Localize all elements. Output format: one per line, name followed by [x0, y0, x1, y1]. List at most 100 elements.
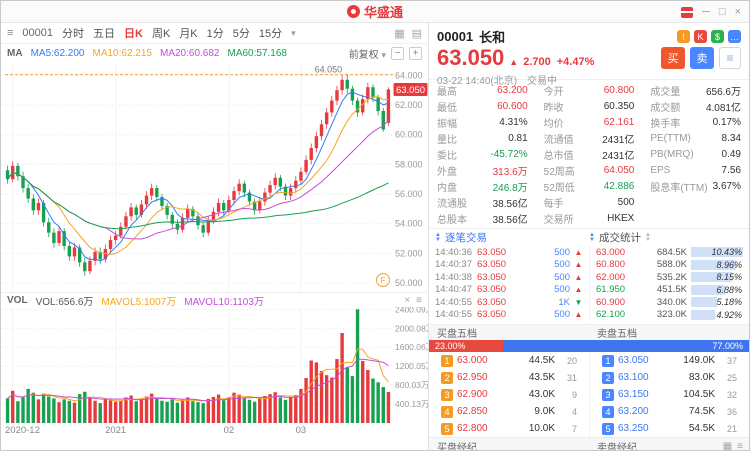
depth-row-ask[interactable]: 163.050149.0K37: [596, 352, 743, 369]
x-axis-label: 02: [224, 425, 235, 436]
broker-view-icons: ▦ ≡: [723, 441, 743, 451]
level-size: 44.5K: [499, 355, 555, 366]
stat-cell: 52周高64.050: [536, 162, 643, 178]
depth-row-ask[interactable]: 563.25054.5K21: [596, 420, 743, 437]
depth-row-ask[interactable]: 463.20074.5K36: [596, 403, 743, 420]
dist-volume: 340.0K: [632, 297, 687, 308]
volume-header: VOL VOL:656.6万 MAVOL5:1007万 MAVOL10:1103…: [1, 292, 428, 307]
adjust-dropdown[interactable]: 前复权 ▾: [349, 46, 386, 61]
minimize-button[interactable]: ─: [702, 1, 710, 23]
depth-row-ask[interactable]: 263.10083.0K25: [596, 369, 743, 386]
dist-row: 61.950451.5K6.88%: [596, 284, 743, 297]
kline-icon[interactable]: K: [694, 30, 707, 43]
tab-trade-stats[interactable]: 成交统计: [599, 230, 641, 245]
up-arrow-icon: ▲: [574, 310, 583, 319]
period-tab[interactable]: 日K: [124, 25, 143, 41]
svg-text:800.03万: 800.03万: [395, 380, 428, 390]
period-tab[interactable]: 1分: [207, 25, 224, 41]
tab-tick-trades[interactable]: 逐笔交易: [445, 230, 487, 245]
level-badge: 4: [441, 406, 453, 418]
x-axis: 2020-1220210203: [1, 423, 428, 439]
tick-volume: 500: [513, 272, 574, 283]
period-tab[interactable]: 月K: [179, 25, 197, 41]
level-broker-count: 7: [559, 424, 577, 434]
trade-buttons: 买 卖 ≡: [661, 47, 741, 69]
stat-value: 4.081亿: [706, 99, 741, 114]
candlestick-chart[interactable]: 64.00062.00060.00058.00056.00054.00052.0…: [1, 62, 428, 292]
depth-row-bid[interactable]: 163.00044.5K20: [435, 352, 583, 369]
level-size: 43.0K: [499, 389, 555, 400]
period-tab[interactable]: 周K: [152, 25, 170, 41]
alert-icon[interactable]: !: [677, 30, 690, 43]
zoom-in-icon[interactable]: +: [409, 47, 422, 60]
tick-time: 14:40:37: [435, 259, 477, 270]
vol-settings-icon[interactable]: ≡: [416, 295, 422, 306]
stat-label: 流通值: [544, 131, 574, 146]
menu-icon[interactable]: ≡: [7, 27, 13, 39]
stat-label: 委比: [437, 147, 457, 162]
svg-text:56.000: 56.000: [395, 189, 423, 199]
close-button[interactable]: ×: [735, 1, 741, 23]
period-more-dropdown[interactable]: ▾: [291, 28, 296, 39]
stat-value: 2431亿: [602, 131, 634, 146]
stat-cell: 股息率(TTM)3.67%: [642, 178, 749, 194]
sell-button[interactable]: 卖: [690, 47, 714, 69]
depth-row-bid[interactable]: 362.90043.0K9: [435, 386, 583, 403]
zoom-out-icon[interactable]: −: [391, 47, 404, 60]
volume-chart[interactable]: 2400.09万2000.08万1600.06万1200.05万800.03万4…: [1, 307, 428, 423]
order-panel-icon[interactable]: ≡: [719, 47, 741, 69]
period-tab[interactable]: 15分: [259, 25, 282, 41]
stat-label: PB(MRQ): [650, 149, 693, 160]
stat-value: 4.31%: [499, 117, 527, 128]
panel-layout-icon[interactable]: ▦: [394, 27, 404, 40]
maximize-button[interactable]: □: [719, 1, 726, 23]
stat-value: 7.56: [722, 165, 741, 176]
grid-view-icon[interactable]: ▦: [723, 441, 732, 451]
window-controls: ─ □ ×: [681, 1, 741, 23]
svg-text:50.000: 50.000: [395, 278, 423, 288]
ma-readout: MA5:62.200: [31, 48, 85, 59]
stat-cell: 每手500: [536, 194, 643, 210]
tick-price: 63.050: [477, 284, 513, 295]
level-badge: 1: [602, 355, 614, 367]
dist-percent-bar: [691, 310, 715, 320]
dist-price: 60.800: [596, 259, 632, 270]
vol-close-icon[interactable]: ×: [404, 295, 410, 306]
level-price: 63.250: [618, 423, 656, 434]
quick-action-icons: ! K $ …: [677, 30, 741, 43]
period-tab[interactable]: 5分: [233, 25, 250, 41]
svg-text:2400.09万: 2400.09万: [395, 307, 428, 314]
gift-icon[interactable]: [681, 7, 693, 18]
tick-row: 14:40:3863.050500▲: [435, 271, 583, 284]
svg-text:1200.05万: 1200.05万: [395, 361, 428, 371]
session-status: 交易中: [527, 72, 557, 87]
level-size: 54.5K: [660, 423, 715, 434]
period-tab[interactable]: 分时: [62, 25, 84, 41]
level-price: 63.050: [618, 355, 656, 366]
dist-row: 60.800588.0K8.96%: [596, 259, 743, 272]
tick-volume: 500: [513, 284, 574, 295]
dist-row: 62.000535.2K8.15%: [596, 271, 743, 284]
level-price: 62.850: [457, 406, 495, 417]
trade-stats-header: ▲▼ 成交统计 ▲▼: [589, 230, 743, 245]
money-icon[interactable]: $: [711, 30, 724, 43]
depth-row-bid[interactable]: 562.80010.0K7: [435, 420, 583, 437]
scroll-arrows-icon[interactable]: ▲ ▼: [645, 233, 743, 243]
depth-row-bid[interactable]: 462.8509.0K4: [435, 403, 583, 420]
more-icon[interactable]: …: [728, 30, 741, 43]
list-view-icon[interactable]: ≡: [737, 441, 743, 451]
sort-arrows-icon[interactable]: ▲ ▼: [589, 233, 595, 243]
depth-row-bid[interactable]: 262.95043.5K31: [435, 369, 583, 386]
stat-cell: 52周低42.886: [536, 178, 643, 194]
level-broker-count: 4: [559, 407, 577, 417]
dist-percent-text: 10.43%: [711, 247, 742, 257]
tab-bid-brokers[interactable]: 买盘经纪: [429, 439, 589, 451]
buy-button[interactable]: 买: [661, 47, 685, 69]
stat-cell: 昨收60.350: [536, 98, 643, 114]
chart-settings-icon[interactable]: ▤: [412, 27, 422, 40]
depth-row-ask[interactable]: 363.150104.5K32: [596, 386, 743, 403]
app-window: 华盛通 ─ □ × ≡ 00001 分时五日日K周K月K1分5分15分 ▾ ▦ …: [0, 0, 750, 451]
period-tab[interactable]: 五日: [93, 25, 115, 41]
indicator-label: MA: [7, 48, 23, 59]
sort-arrows-icon[interactable]: ▲ ▼: [435, 233, 441, 243]
